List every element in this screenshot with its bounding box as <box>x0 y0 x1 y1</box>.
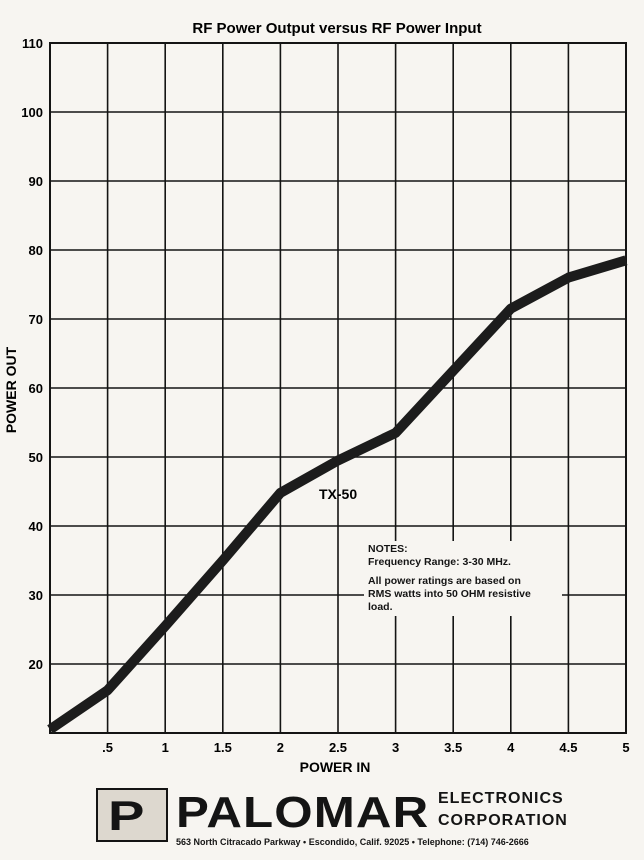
data-point <box>567 277 569 279</box>
chart-series <box>47 255 628 734</box>
data-point <box>49 729 51 731</box>
x-tick-label: 1.5 <box>214 740 232 755</box>
chart-grid <box>49 42 627 734</box>
rf-power-chart: RF Power Output versus RF Power Input .5… <box>3 20 630 775</box>
brand-name: PALOMAR <box>176 788 430 837</box>
notes-ratings-line-2: RMS watts into 50 OHM resistive <box>368 588 531 600</box>
x-tick-label: 4.5 <box>559 740 577 755</box>
y-tick-label: 110 <box>22 36 43 51</box>
x-tick-label: 5 <box>622 740 629 755</box>
data-point <box>510 308 512 310</box>
logo-letter: P <box>108 792 145 839</box>
data-point <box>452 370 454 372</box>
y-tick-label: 100 <box>21 105 43 120</box>
y-tick-label: 70 <box>29 312 43 327</box>
brand-suffix-corporation: CORPORATION <box>438 812 568 829</box>
y-tick-label: 80 <box>29 243 43 258</box>
y-tick-label: 50 <box>29 450 43 465</box>
data-point <box>164 625 166 627</box>
x-tick-label: 1 <box>162 740 169 755</box>
y-tick-label: 60 <box>29 381 43 396</box>
notes-frequency-range: Frequency Range: 3-30 MHz. <box>368 556 511 568</box>
x-axis-label: POWER IN <box>300 759 371 775</box>
y-axis-label: POWER OUT <box>3 346 19 433</box>
x-tick-label: .5 <box>102 740 113 755</box>
company-footer: P PALOMAR ELECTRONICS CORPORATION 563 No… <box>96 786 596 852</box>
notes-box: NOTES: Frequency Range: 3-30 MHz. All po… <box>364 541 562 616</box>
brand-suffix-electronics: ELECTRONICS <box>438 790 564 807</box>
x-tick-label: 2.5 <box>329 740 347 755</box>
y-tick-label: 30 <box>29 588 43 603</box>
data-point <box>395 432 397 434</box>
y-tick-label: 90 <box>29 174 43 189</box>
data-point <box>222 560 224 561</box>
y-tick-label: 20 <box>29 657 43 672</box>
x-tick-label: 4 <box>507 740 515 755</box>
company-address: 563 North Citracado Parkway • Escondido,… <box>176 837 529 847</box>
x-tick-label: 3 <box>392 740 399 755</box>
notes-ratings-line-3: load. <box>368 601 393 613</box>
data-point <box>337 459 339 461</box>
notes-heading: NOTES: <box>368 543 408 555</box>
data-point <box>279 492 281 494</box>
notes-ratings-line-1: All power ratings are based on <box>368 575 521 587</box>
x-tick-label: 2 <box>277 740 284 755</box>
x-tick-label: 3.5 <box>444 740 462 755</box>
data-point <box>107 689 109 691</box>
series-label-tx50: TX-50 <box>319 486 357 502</box>
data-point <box>625 259 627 261</box>
palomar-logo-mark: P <box>96 788 168 842</box>
y-tick-label: 40 <box>29 519 43 534</box>
chart-ticks: .5 1 1.5 2 2.5 3 3.5 4 4.5 5 20 30 40 50 60 70 80 90 100 11… <box>21 36 629 755</box>
chart-title: RF Power Output versus RF Power Input <box>192 20 481 37</box>
